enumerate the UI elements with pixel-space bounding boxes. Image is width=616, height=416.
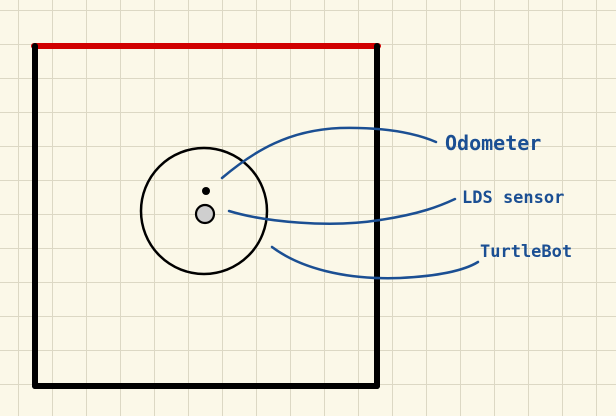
turtlebot-label: TurtleBot bbox=[480, 242, 573, 262]
lds-sensor bbox=[194, 203, 216, 225]
lds-sensor-label: LDS sensor bbox=[462, 188, 565, 208]
lds-leader-line bbox=[227, 197, 457, 225]
turtlebot-leader-line bbox=[270, 245, 480, 280]
odometer-leader-line bbox=[220, 126, 438, 180]
turtlebot-body bbox=[139, 146, 269, 276]
odometer-label: Odometer bbox=[445, 131, 542, 155]
odometer-dot bbox=[202, 187, 210, 195]
